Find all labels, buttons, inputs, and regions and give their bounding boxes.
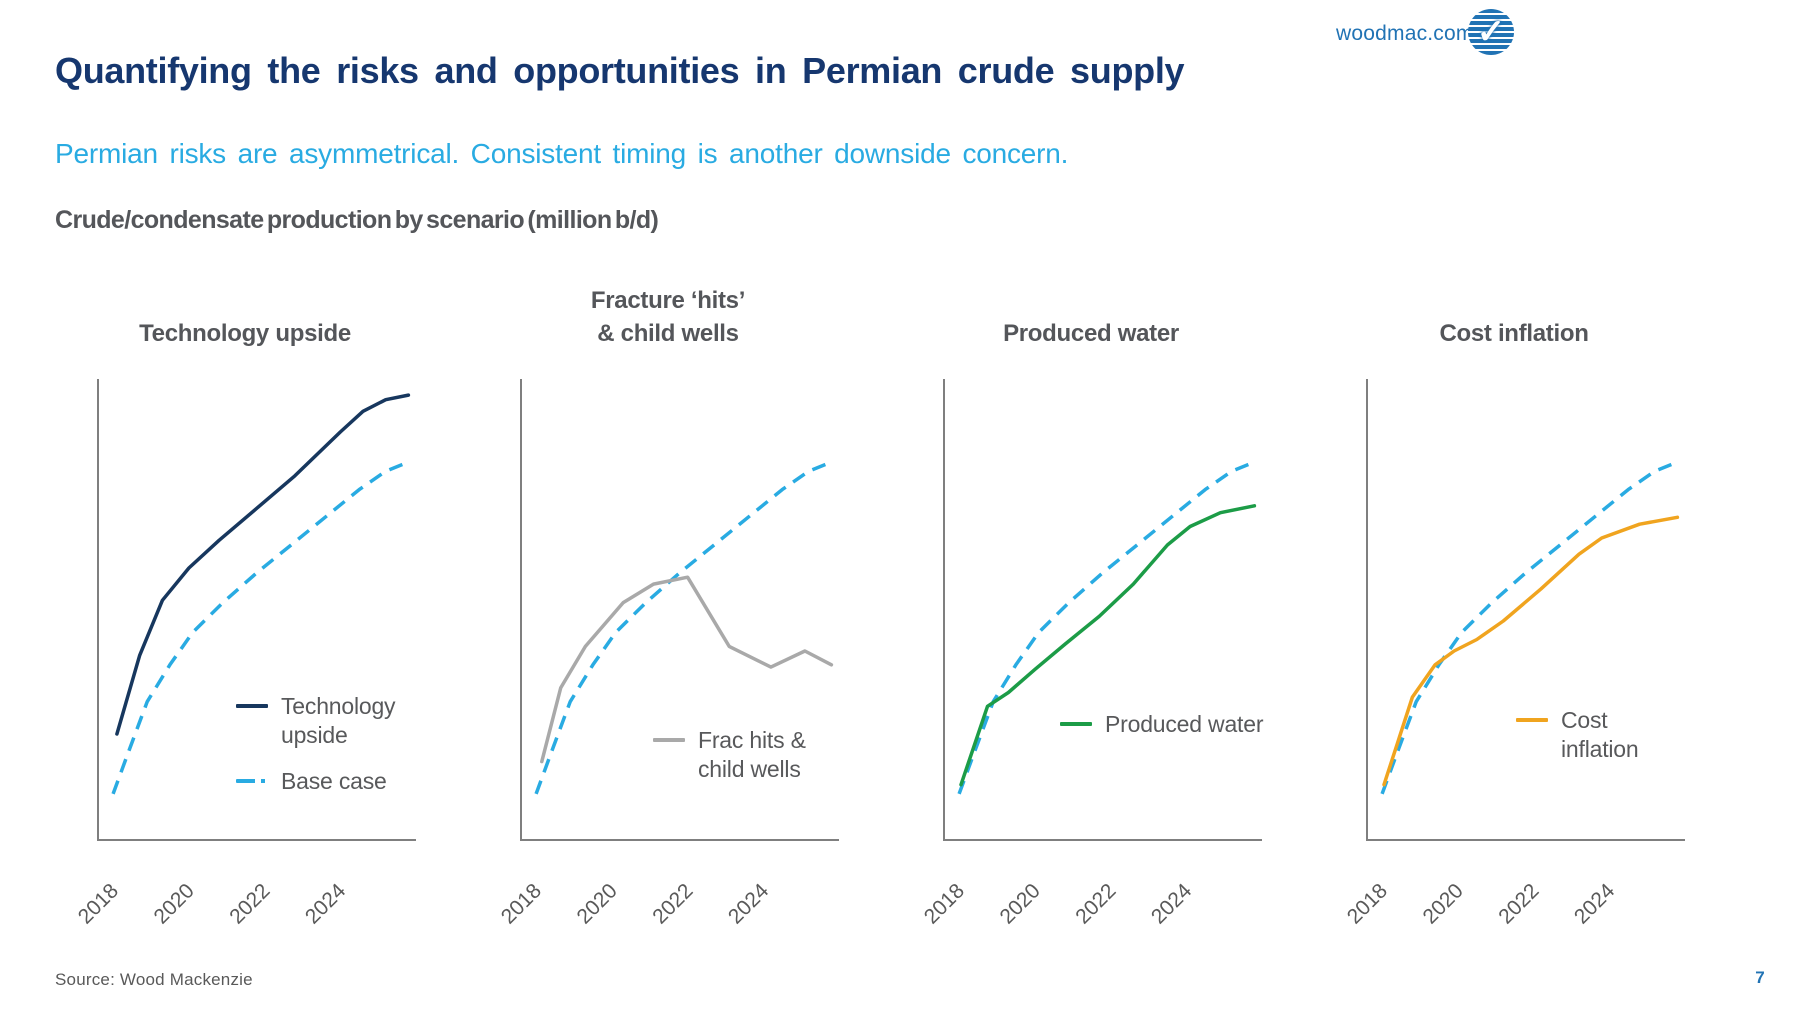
chart-plot: 2018 2020 2022 2024	[1343, 379, 1685, 929]
series-line	[540, 575, 834, 764]
chart-legend: Technology upside Base case	[236, 692, 420, 796]
logo-check-icon: ✓	[1476, 13, 1506, 51]
x-axis-label: 2018	[497, 879, 546, 928]
legend-item: Cost inflation	[1516, 706, 1689, 765]
legend-label: Produced water	[1105, 711, 1264, 737]
chart-plot: 2018 2020 2022 2024	[920, 379, 1262, 929]
chart-legend: Produced water	[1060, 710, 1263, 739]
chart-title: Technology upside	[139, 319, 351, 347]
chart-panel: Cost inflation 2018 2020 2022 2024 Cost infla…	[1339, 262, 1689, 962]
x-axis-label: 2022	[1494, 879, 1543, 928]
x-axis-label: 2018	[1343, 879, 1392, 928]
chart-panel: Fracture ‘hits’ & child wells 2018 2020 202…	[493, 262, 843, 962]
x-axis-label: 2022	[225, 879, 274, 928]
x-axis-label: 2024	[1147, 879, 1197, 929]
axis-lines	[97, 379, 416, 841]
chart-plot: 2018 2020 2022 2024	[497, 379, 839, 929]
woodmac-site-link[interactable]: woodmac.com	[1336, 22, 1474, 45]
legend-item: Technology upside	[236, 692, 420, 751]
chart-panel: Produced water 2018 2020 2022 2024 Produced w…	[916, 262, 1266, 962]
chart-panel: Technology upside 2018 2020 2022 2024 Technol…	[70, 262, 420, 962]
x-axis-label: 2020	[573, 879, 622, 928]
legend-label: Base case	[281, 767, 387, 794]
page-number: 7	[1755, 968, 1765, 987]
legend-solid-key-icon	[653, 738, 685, 742]
legend-item: Produced water	[1060, 710, 1263, 739]
series-line	[957, 460, 1256, 795]
x-axis-label: 2020	[1419, 879, 1468, 928]
axis-lines	[943, 379, 1262, 841]
x-axis-label: 2020	[996, 879, 1045, 928]
section-heading: Crude/condensate production by scenario …	[55, 206, 659, 234]
x-axis-label: 2022	[648, 879, 697, 928]
page-subtitle: Permian risks are asymmetrical. Consiste…	[55, 138, 1069, 169]
legend-label: Frac hits & child wells	[698, 727, 806, 783]
wood-mackenzie-logo-icon: ✓	[1468, 9, 1514, 55]
legend-dashed-key-icon	[236, 778, 268, 783]
legend-solid-key-icon	[236, 704, 268, 708]
x-axis-label: 2020	[150, 879, 199, 928]
x-axis-label: 2024	[301, 879, 351, 929]
source-note: Source: Wood Mackenzie	[55, 970, 253, 989]
chart-title: Fracture ‘hits’ & child wells	[590, 287, 746, 347]
chart-plot: 2018 2020 2022 2024	[74, 379, 416, 929]
series-line	[115, 393, 411, 736]
series-line	[1382, 515, 1680, 787]
chart-title: Produced water	[1003, 319, 1179, 347]
chart-legend: Frac hits & child wells	[653, 726, 843, 785]
legend-label: Technology upside	[281, 693, 396, 749]
x-axis-label: 2018	[74, 879, 123, 928]
legend-item: Base case	[236, 767, 420, 796]
legend-label: Cost inflation	[1561, 707, 1639, 763]
x-axis-label: 2024	[724, 879, 774, 929]
page-title: Quantifying the risks and opportunities …	[55, 50, 1185, 91]
charts-row: Technology upside 2018 2020 2022 2024 Technol…	[70, 262, 1770, 962]
series-line	[959, 504, 1257, 787]
axis-lines	[520, 379, 839, 841]
chart-legend: Cost inflation	[1516, 706, 1689, 765]
legend-solid-key-icon	[1060, 722, 1092, 726]
x-axis-label: 2018	[920, 879, 969, 928]
legend-solid-key-icon	[1516, 718, 1548, 722]
legend-item: Frac hits & child wells	[653, 726, 843, 785]
chart-title: Cost inflation	[1439, 319, 1589, 347]
x-axis-label: 2022	[1071, 879, 1120, 928]
axis-lines	[1366, 379, 1685, 841]
x-axis-label: 2024	[1570, 879, 1620, 929]
